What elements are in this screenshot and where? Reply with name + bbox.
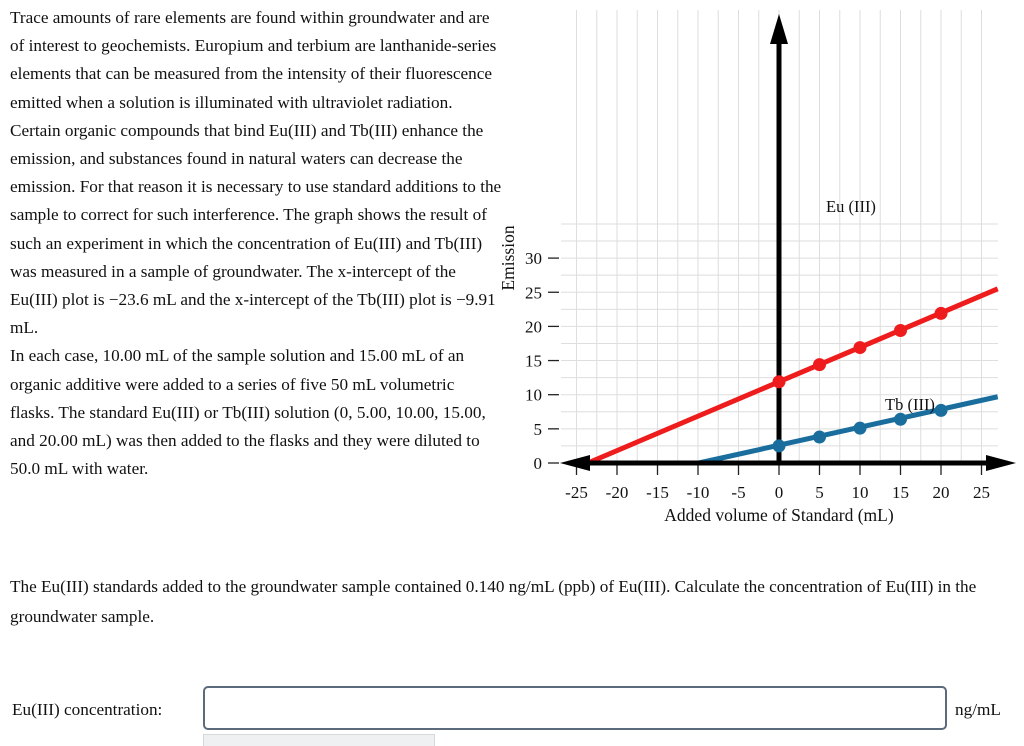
y-tick-label: 30 (525, 249, 542, 268)
tb-data-point (772, 439, 786, 453)
eu-data-point (772, 375, 786, 389)
y-tick-label: 10 (525, 386, 542, 405)
unit-label: ng/mL (955, 700, 1001, 719)
x-tick-label: 15 (892, 483, 909, 502)
x-tick-label: -5 (731, 483, 745, 502)
series-lines (586, 286, 999, 466)
x-tick-label: -25 (565, 483, 588, 502)
y-axis-arrow-up (770, 14, 788, 44)
chart-axes (560, 14, 1016, 471)
x-tick-label: 5 (815, 483, 824, 502)
question-procedure-text: In each case, 10.00 mL of the sample sol… (10, 346, 486, 479)
tb-data-point (934, 403, 948, 417)
tb-series-label: Tb (III) (885, 395, 935, 414)
x-axis-ticks: -25 -20 -15 -10 -5 0 5 10 15 20 25 (565, 461, 990, 502)
standard-additions-chart: 0 5 10 15 20 25 30 -25 -20 -15 -10 -5 0 5 10 15 20 25 Eu… (498, 10, 1016, 525)
eu-series-line (586, 286, 999, 466)
tb-data-point (853, 421, 867, 435)
x-tick-label: -20 (606, 483, 629, 502)
x-axis-arrow-right (986, 455, 1016, 471)
x-tick-label: -10 (687, 483, 710, 502)
question-prompt: The Eu(III) standards added to the groun… (10, 577, 977, 626)
y-tick-label: 5 (534, 420, 543, 439)
series-points (772, 306, 948, 453)
y-tick-label: 25 (525, 283, 542, 302)
answer-hint-strip (203, 734, 435, 746)
eu-data-point (934, 306, 948, 320)
tb-data-point (813, 430, 826, 444)
x-tick-label: 20 (933, 483, 950, 502)
y-axis-title: Emission (498, 225, 518, 290)
eu-data-point (894, 323, 907, 337)
eu-data-point (813, 358, 826, 372)
x-tick-label: 10 (852, 483, 869, 502)
x-tick-label: -15 (646, 483, 669, 502)
chart-labels: Eu (III) Tb (III) Added volume of Standard… (498, 197, 935, 525)
x-axis-arrow-left (560, 455, 590, 471)
y-tick-label: 20 (525, 317, 542, 336)
question-text: Trace amounts of rare elements are found… (10, 8, 502, 338)
eu-data-point (853, 341, 867, 355)
x-axis-title: Added volume of Standard (mL) (664, 505, 894, 525)
tb-data-point (894, 412, 907, 426)
eu-concentration-input[interactable] (203, 686, 947, 730)
y-tick-label: 0 (534, 454, 543, 473)
x-tick-label: 0 (775, 483, 784, 502)
answer-row: Eu(III) concentration: ng/mL (0, 686, 1024, 734)
answer-label: Eu(III) concentration: (12, 700, 163, 719)
y-tick-label: 15 (525, 352, 542, 371)
y-axis-ticks: 0 5 10 15 20 25 30 (525, 249, 559, 473)
eu-series-label: Eu (III) (826, 197, 876, 216)
x-tick-label: 25 (973, 483, 990, 502)
tb-series-line (698, 394, 999, 466)
